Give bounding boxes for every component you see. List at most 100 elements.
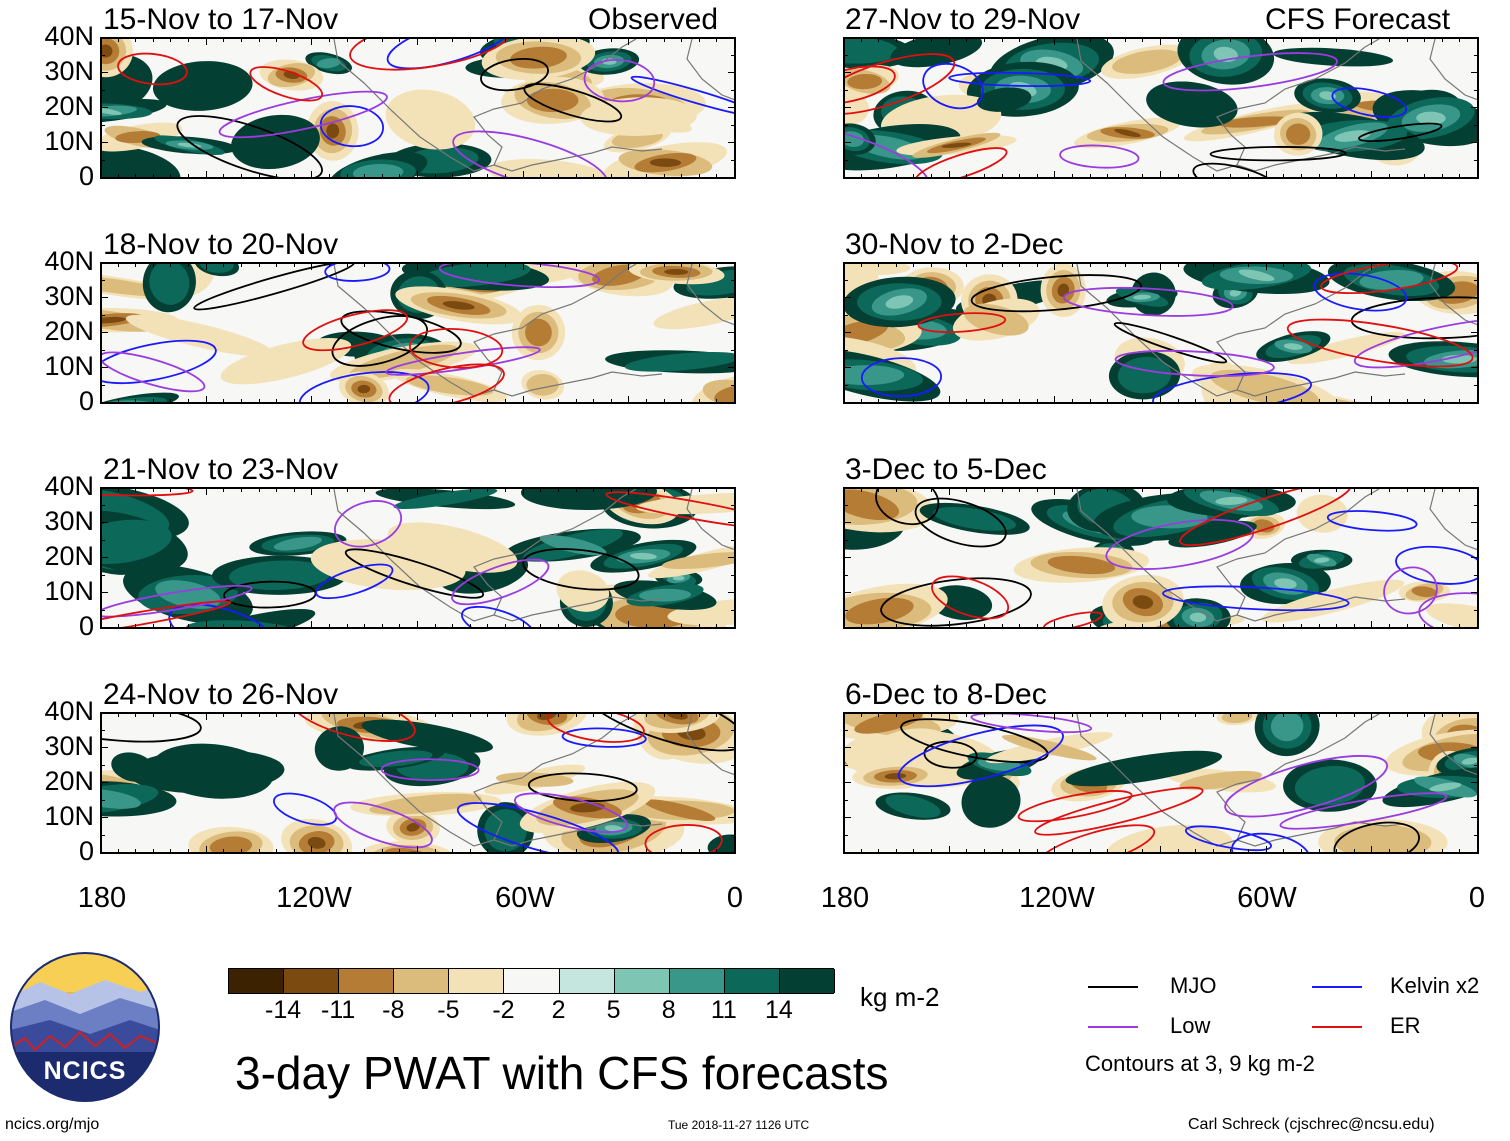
low-contour: [334, 500, 403, 548]
x-tick: [1406, 849, 1408, 854]
colorbar: [228, 968, 835, 994]
x-tick: [1424, 487, 1426, 492]
x-tick: [1036, 174, 1038, 179]
x-tick: [966, 262, 968, 267]
colorbar-tick-label: 5: [606, 996, 621, 1024]
x-tick: [913, 399, 915, 404]
x-tick: [698, 262, 700, 267]
x-tick: [205, 712, 207, 720]
x-tick: [100, 621, 101, 629]
dry-anomaly-shade: [854, 714, 923, 734]
x-tick: [843, 621, 844, 629]
x-tick: [1441, 624, 1443, 629]
x-tick: [1388, 487, 1390, 492]
y-tick: [728, 297, 736, 298]
x-tick: [293, 262, 295, 267]
mjo-contour: [880, 577, 1032, 627]
x-tick: [1089, 712, 1091, 717]
x-tick: [364, 174, 366, 179]
x-tick: [1441, 174, 1443, 179]
x-tick: [983, 487, 985, 492]
er-contour: [914, 147, 1008, 177]
y-tick: [100, 107, 108, 108]
kelvin-contour: [168, 603, 277, 627]
x-tick: [1283, 262, 1285, 267]
x-tick: [1142, 37, 1144, 42]
y-tick: [843, 764, 848, 766]
y-tick: [100, 627, 108, 628]
x-tick: [434, 399, 436, 404]
pwat-anomaly-map: [102, 489, 734, 627]
dry-anomaly-shade: [662, 552, 734, 570]
y-tick: [100, 487, 108, 488]
y-tick: [100, 89, 105, 91]
y-tick: [728, 142, 736, 143]
x-tick: [135, 624, 137, 629]
x-tick: [469, 849, 471, 854]
x-tick: [1283, 849, 1285, 854]
coastline: [1076, 39, 1380, 172]
x-tick: [1089, 399, 1091, 404]
coastline: [493, 371, 663, 397]
x-tick: [1406, 37, 1408, 42]
x-tick: [117, 849, 119, 854]
kelvin-contour: [1231, 832, 1311, 852]
x-tick: [1019, 624, 1021, 629]
x-tick: [575, 37, 577, 42]
x-tick: [557, 487, 559, 492]
y-tick: [731, 539, 736, 541]
y-tick: [1474, 504, 1479, 506]
x-tick: [1036, 712, 1038, 717]
x-tick: [931, 487, 933, 492]
x-tick: [1477, 396, 1478, 404]
moist-anomaly-shade: [961, 774, 1021, 828]
x-tick: [487, 262, 489, 267]
dry-anomaly-shade: [664, 268, 689, 275]
x-tick: [1371, 846, 1373, 854]
coastline: [1429, 714, 1477, 776]
y-tick: [1474, 89, 1479, 91]
x-tick: [1318, 174, 1320, 179]
x-tick: [593, 174, 595, 179]
coastline: [333, 714, 637, 847]
moist-anomaly-shade: [1270, 714, 1304, 742]
x-tick: [1195, 849, 1197, 854]
x-tick: [895, 849, 897, 854]
y-tick: [100, 592, 108, 593]
y-tick: [1471, 72, 1479, 73]
footer-url[interactable]: ncics.org/mjo: [5, 1116, 100, 1133]
x-tick: [1336, 262, 1338, 267]
x-tick: [540, 487, 542, 492]
er-contour: [1043, 611, 1103, 627]
x-tick: [1406, 399, 1408, 404]
x-tick: [948, 262, 950, 270]
x-tick: [1406, 174, 1408, 179]
x-tick: [878, 262, 880, 267]
panel-title-obs-4: 24-Nov to 26-Nov: [103, 678, 339, 711]
x-tick: [364, 262, 366, 267]
coastline: [686, 264, 734, 326]
y-tick: [731, 729, 736, 731]
y-tick: [1471, 142, 1479, 143]
x-tick: [188, 487, 190, 492]
x-tick: [311, 846, 313, 854]
y-tick: [728, 107, 736, 108]
y-tick: [843, 834, 848, 836]
y-tick: [843, 487, 851, 488]
x-tick: [843, 262, 844, 270]
x-tick: [860, 399, 862, 404]
x-tick: [170, 624, 172, 629]
x-tick: [434, 712, 436, 717]
y-tick: [1471, 592, 1479, 593]
y-tick: [1474, 279, 1479, 281]
x-tick: [1195, 712, 1197, 717]
x-tick: [966, 37, 968, 42]
x-tick: [1441, 37, 1443, 42]
moist-anomaly-shade: [1461, 757, 1477, 765]
kelvin-contour: [561, 727, 647, 748]
y-tick: [843, 557, 851, 558]
er-contour: [917, 312, 1007, 333]
forecast-map-panel-3: [843, 487, 1479, 629]
er-contour: [1034, 786, 1204, 836]
y-tick: [731, 314, 736, 316]
